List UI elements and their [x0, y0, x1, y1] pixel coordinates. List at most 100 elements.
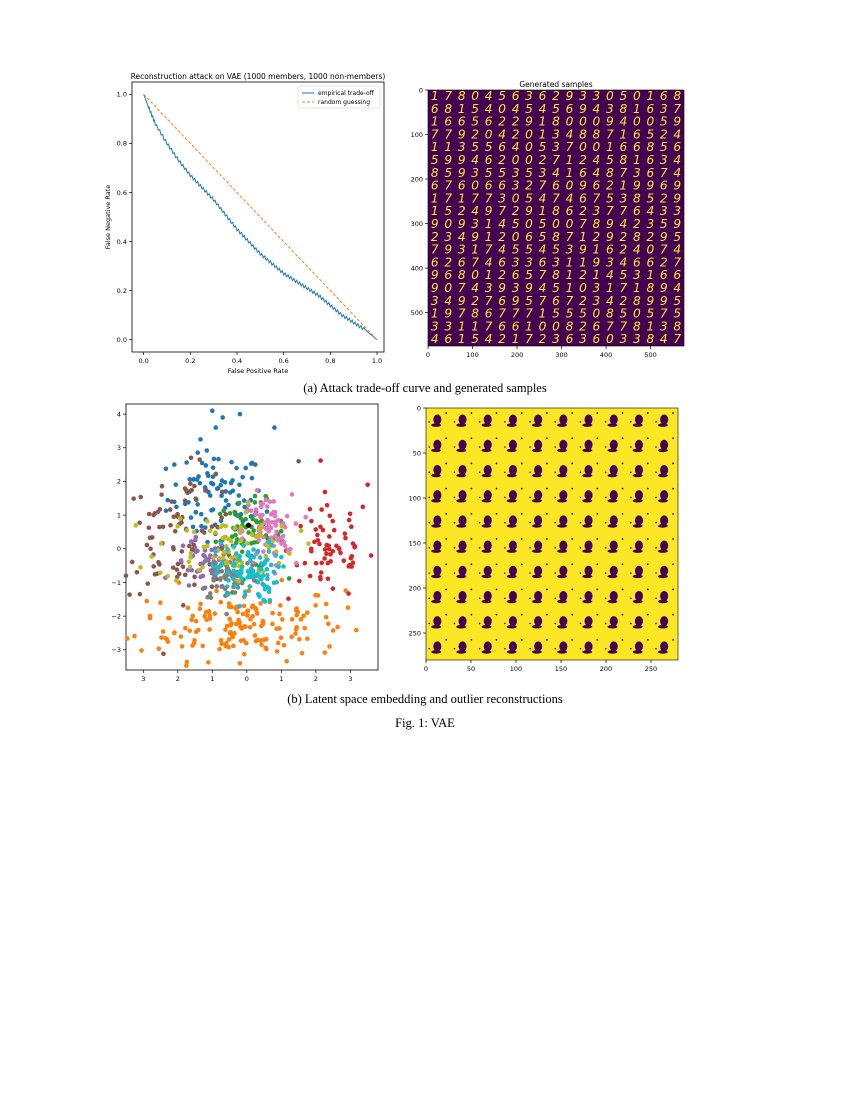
generated-digit: 2: [579, 294, 587, 308]
generated-digit: 6: [646, 102, 654, 116]
scatter-point-digit-9: [251, 554, 257, 560]
scatter-point-digit-8: [257, 527, 263, 533]
generated-digit: 4: [606, 294, 614, 308]
reconstruction-blob: [634, 641, 643, 652]
reconstruction-speck: [495, 512, 498, 515]
reconstruction-blob-tail: [481, 599, 492, 604]
reconstruction-speck: [520, 412, 523, 414]
reconstruction-blob: [559, 414, 568, 425]
scatter-point-digit-0: [174, 504, 179, 510]
x-axis-label: False Positive Rate: [228, 367, 288, 375]
generated-digit: 0: [606, 89, 614, 103]
reconstruction-speck: [428, 446, 431, 448]
scatter-point-digit-9: [251, 547, 256, 552]
scatter-point-digit-8: [279, 524, 285, 529]
scatter-point-digit-0: [223, 498, 229, 503]
generated-digit: 6: [431, 102, 439, 116]
reconstruction-speck: [495, 437, 498, 440]
scatter-point-digit-7: [211, 578, 216, 583]
scatter-point-digit-3: [334, 543, 339, 549]
reconstruction-blob-tail: [607, 574, 618, 579]
generated-digit: 4: [444, 294, 452, 308]
scatter-point-digit-1: [227, 616, 233, 622]
scatter-point-digit-3: [308, 546, 314, 552]
reconstruction-speck: [655, 421, 657, 423]
generated-digit: 3: [579, 332, 587, 346]
scatter-point-digit-1: [325, 621, 331, 627]
scatter-point-digit-3: [350, 541, 356, 546]
scatter-point-digit-8: [236, 578, 241, 584]
reconstruction-speck: [579, 471, 582, 474]
reconstruction-blob-tail: [557, 549, 568, 553]
scatter-point-digit-5: [174, 567, 180, 572]
generated-digit: 5: [673, 230, 681, 244]
generated-digit: 5: [579, 307, 587, 321]
generated-digit: 5: [646, 191, 654, 205]
generated-digit: 4: [539, 191, 547, 205]
generated-digit: 8: [673, 319, 681, 333]
reconstruction-speck: [554, 521, 557, 524]
generated-digit: 3: [620, 191, 628, 205]
reconstruction-blob-tail: [506, 473, 517, 478]
generated-digit: 3: [458, 140, 466, 154]
scatter-point-digit-5: [191, 542, 197, 548]
reconstruction-blob: [660, 414, 669, 425]
scatter-point-digit-8: [259, 522, 264, 528]
scatter-point-digit-1: [156, 646, 162, 652]
scatter-point-digit-5: [171, 514, 177, 520]
generated-digit: 3: [512, 166, 520, 180]
generated-digit: 3: [606, 255, 614, 269]
generated-digit: 0: [471, 89, 479, 103]
generated-digit: 4: [539, 281, 547, 295]
generated-digit: 5: [525, 102, 533, 116]
reconstruction-blob: [483, 515, 492, 526]
scatter-point-digit-0: [272, 425, 277, 430]
generated-digit: 2: [498, 230, 506, 244]
generated-digit: 9: [673, 191, 681, 205]
scatter-point-digit-8: [287, 551, 292, 556]
reconstruction-blob-tail: [481, 423, 492, 427]
generated-digit: 3: [471, 217, 479, 231]
scatter-point-digit-5: [127, 592, 132, 597]
scatter-point-digit-0: [204, 448, 210, 453]
scatter-point-digit-9: [234, 551, 239, 556]
scatter-point-digit-0: [237, 482, 242, 488]
generated-digit: 6: [633, 127, 641, 141]
scatter-point-digit-9: [245, 575, 251, 580]
reconstruction-blob: [433, 641, 442, 652]
reconstruction-speck: [529, 496, 531, 499]
scatter-point-digit-5: [199, 528, 205, 533]
scatter-point-digit-3: [350, 560, 356, 566]
scatter-point-digit-4: [202, 554, 208, 559]
reconstruction-speck: [495, 538, 498, 540]
scatter-point-digit-6: [256, 537, 261, 543]
scatter-point-digit-5: [157, 524, 162, 530]
generated-digit: 6: [620, 140, 628, 154]
samples-y-tick-label: 100: [411, 131, 423, 139]
reconstruction-speck: [655, 446, 657, 448]
reconstruction-speck: [453, 421, 456, 423]
scatter-point-digit-1: [167, 615, 172, 621]
scatter-point-digit-1: [240, 611, 246, 617]
scatter-point-digit-0: [205, 471, 210, 476]
samples-title: Generated samples: [519, 80, 592, 89]
reconstruction-speck: [495, 412, 498, 414]
scatter-point-digit-0: [219, 493, 224, 499]
reconstruction-speck: [655, 547, 657, 549]
reconstruction-speck: [470, 512, 473, 515]
scatter-point-digit-1: [132, 633, 137, 639]
scatter-point-digit-5: [188, 455, 194, 461]
scatter-point-digit-0: [219, 478, 225, 483]
scatter-point-digit-3: [318, 570, 324, 575]
scatter-point-digit-4: [195, 548, 200, 554]
generated-digit: 3: [471, 166, 479, 180]
generated-digit: 6: [458, 115, 466, 129]
generated-digit: 3: [593, 89, 601, 103]
reconstruction-speck: [571, 437, 574, 440]
generated-digit: 7: [579, 217, 587, 231]
generated-digit: 0: [566, 115, 574, 129]
scatter-point-digit-1: [246, 588, 252, 594]
reconstruction-blob-tail: [607, 624, 618, 629]
reconstruction-blob: [609, 414, 618, 425]
scatter-point-digit-0: [195, 502, 200, 507]
